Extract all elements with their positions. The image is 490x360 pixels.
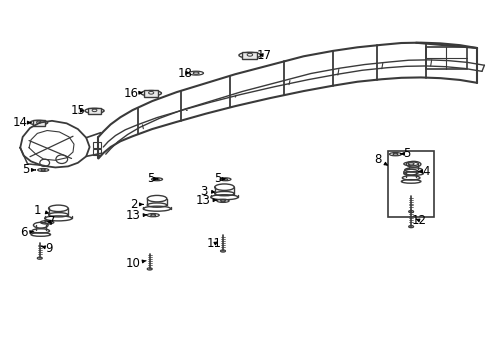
Text: 14: 14 bbox=[13, 116, 31, 129]
Text: 16: 16 bbox=[124, 87, 142, 100]
Bar bbox=[93, 142, 101, 148]
Text: 6: 6 bbox=[21, 226, 33, 239]
Text: 8: 8 bbox=[374, 153, 387, 166]
FancyBboxPatch shape bbox=[144, 90, 158, 96]
Text: 3: 3 bbox=[200, 185, 215, 198]
Text: 13: 13 bbox=[196, 194, 217, 207]
Text: 17: 17 bbox=[257, 49, 272, 62]
Bar bbox=[93, 149, 101, 155]
Text: 5: 5 bbox=[215, 172, 225, 185]
Bar bbox=[426, 47, 467, 69]
Text: 5: 5 bbox=[147, 172, 157, 185]
Text: 12: 12 bbox=[412, 214, 426, 227]
FancyBboxPatch shape bbox=[243, 52, 257, 59]
Text: 18: 18 bbox=[177, 67, 193, 80]
Text: 13: 13 bbox=[126, 210, 147, 222]
Text: 7: 7 bbox=[48, 215, 56, 229]
Text: 9: 9 bbox=[42, 242, 52, 255]
Text: 15: 15 bbox=[71, 104, 85, 117]
Text: 2: 2 bbox=[130, 198, 143, 211]
Text: 11: 11 bbox=[207, 237, 221, 250]
Text: 1: 1 bbox=[34, 204, 49, 217]
FancyBboxPatch shape bbox=[88, 108, 101, 114]
FancyBboxPatch shape bbox=[33, 120, 45, 126]
Text: 10: 10 bbox=[125, 257, 146, 270]
Text: 5: 5 bbox=[401, 147, 411, 160]
Text: 5: 5 bbox=[23, 163, 35, 176]
Text: 4: 4 bbox=[419, 165, 430, 178]
